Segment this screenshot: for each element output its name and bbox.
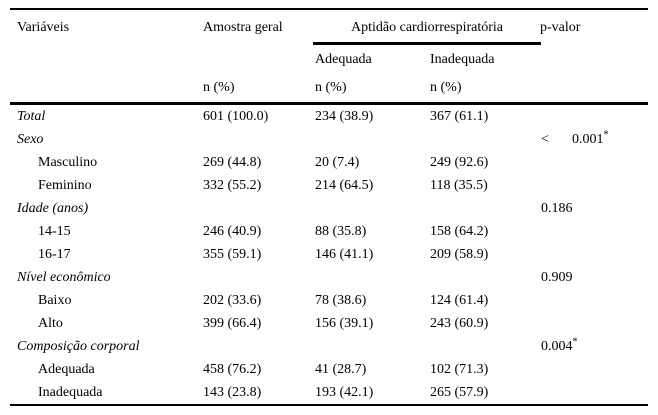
amostra-geral-value: 202 (33.6) bbox=[203, 293, 262, 308]
amostra-geral-value bbox=[203, 335, 315, 358]
row-label: Feminino bbox=[38, 178, 92, 193]
inadequada-value: 243 (60.9) bbox=[430, 316, 489, 331]
p-value-less-than: < bbox=[541, 132, 549, 147]
table-row: Baixo 202 (33.6) 78 (38.6) 124 (61.4) bbox=[10, 289, 648, 312]
row-label: 14-15 bbox=[38, 224, 71, 239]
subheader-n-pct-amostra: n (%) bbox=[203, 80, 235, 95]
row-label: Adequada bbox=[38, 362, 95, 377]
column-header-p-valor: p-valor bbox=[540, 20, 581, 35]
adequada-value: 214 (64.5) bbox=[315, 178, 374, 193]
p-value bbox=[538, 105, 648, 128]
aptidao-group-underline bbox=[313, 42, 541, 45]
table-row: Alto 399 (66.4) 156 (39.1) 243 (60.9) bbox=[10, 312, 648, 335]
adequada-value bbox=[315, 197, 430, 220]
adequada-value: 156 (39.1) bbox=[315, 316, 374, 331]
p-value bbox=[538, 312, 648, 335]
row-label: Composição corporal bbox=[17, 339, 140, 354]
column-header-variables: Variáveis bbox=[17, 20, 70, 35]
subheader-n-pct-inadequada: n (%) bbox=[430, 80, 462, 95]
p-value bbox=[538, 174, 648, 197]
p-value bbox=[538, 381, 648, 404]
table-row: Masculino 269 (44.8) 20 (7.4) 249 (92.6) bbox=[10, 151, 648, 174]
p-value bbox=[538, 151, 648, 174]
row-label: 16-17 bbox=[38, 247, 71, 262]
column-header-inadequada: Inadequada bbox=[430, 52, 495, 67]
table-row: Inadequada 143 (23.8) 193 (42.1) 265 (57.9) bbox=[10, 381, 648, 404]
adequada-value: 20 (7.4) bbox=[315, 155, 360, 170]
table-row: Sexo <0.001* bbox=[10, 128, 648, 151]
amostra-geral-value: 355 (59.1) bbox=[203, 247, 262, 262]
amostra-geral-value: 143 (23.8) bbox=[203, 385, 262, 400]
amostra-geral-value bbox=[203, 266, 315, 289]
table-row: Total 601 (100.0) 234 (38.9) 367 (61.1) bbox=[10, 105, 648, 128]
row-label: Inadequada bbox=[38, 385, 103, 400]
adequada-value: 234 (38.9) bbox=[315, 109, 374, 124]
adequada-value bbox=[315, 266, 430, 289]
p-value: 0.004* bbox=[541, 336, 578, 354]
table-row: Adequada 458 (76.2) 41 (28.7) 102 (71.3) bbox=[10, 358, 648, 381]
amostra-geral-value bbox=[203, 197, 315, 220]
amostra-geral-value: 269 (44.8) bbox=[203, 155, 262, 170]
row-label: Masculino bbox=[38, 155, 98, 170]
p-value: 0.909 bbox=[541, 270, 573, 285]
adequada-value bbox=[315, 128, 430, 151]
significance-asterisk: * bbox=[572, 336, 578, 348]
statistics-table: Variáveis Amostra geral Aptidão cardiorr… bbox=[10, 8, 648, 406]
inadequada-value bbox=[430, 197, 538, 220]
adequada-value: 78 (38.6) bbox=[315, 293, 367, 308]
inadequada-value: 118 (35.5) bbox=[430, 178, 488, 193]
p-value bbox=[538, 243, 648, 266]
amostra-geral-value: 399 (66.4) bbox=[203, 316, 262, 331]
inadequada-value: 209 (58.9) bbox=[430, 247, 489, 262]
row-label: Baixo bbox=[38, 293, 72, 308]
inadequada-value bbox=[430, 128, 538, 151]
inadequada-value: 367 (61.1) bbox=[430, 109, 489, 124]
inadequada-value: 265 (57.9) bbox=[430, 385, 489, 400]
adequada-value: 41 (28.7) bbox=[315, 362, 367, 377]
column-header-aptidao-group: Aptidão cardiorrespiratória bbox=[351, 20, 503, 35]
inadequada-value: 158 (64.2) bbox=[430, 224, 489, 239]
adequada-value: 193 (42.1) bbox=[315, 385, 374, 400]
row-label: Nível econômico bbox=[17, 270, 111, 285]
amostra-geral-value: 246 (40.9) bbox=[203, 224, 262, 239]
column-header-adequada: Adequada bbox=[315, 52, 372, 67]
inadequada-value: 124 (61.4) bbox=[430, 293, 489, 308]
table-body: Total 601 (100.0) 234 (38.9) 367 (61.1) Sexo… bbox=[10, 105, 648, 406]
adequada-value bbox=[315, 335, 430, 358]
inadequada-value: 249 (92.6) bbox=[430, 155, 489, 170]
adequada-value: 88 (35.8) bbox=[315, 224, 367, 239]
table-row: Idade (anos) 0.186 bbox=[10, 197, 648, 220]
p-value: <0.001* bbox=[538, 128, 648, 151]
row-label: Alto bbox=[38, 316, 63, 331]
row-label: Sexo bbox=[17, 132, 44, 147]
amostra-geral-value: 601 (100.0) bbox=[203, 109, 269, 124]
significance-asterisk: * bbox=[603, 129, 609, 141]
row-label: Total bbox=[17, 109, 46, 124]
table-row: Composição corporal 0.004* bbox=[10, 335, 648, 358]
p-value bbox=[538, 220, 648, 243]
inadequada-value: 102 (71.3) bbox=[430, 362, 489, 377]
p-value bbox=[538, 289, 648, 312]
table-row: Nível econômico 0.909 bbox=[10, 266, 648, 289]
table-row: Feminino 332 (55.2) 214 (64.5) 118 (35.5) bbox=[10, 174, 648, 197]
amostra-geral-value: 458 (76.2) bbox=[203, 362, 262, 377]
inadequada-value bbox=[430, 335, 538, 358]
subheader-n-pct-adequada: n (%) bbox=[315, 80, 347, 95]
p-value: 0.186 bbox=[541, 201, 573, 216]
adequada-value: 146 (41.1) bbox=[315, 247, 374, 262]
p-value bbox=[538, 358, 648, 381]
column-header-amostra-geral: Amostra geral bbox=[203, 20, 283, 35]
row-label: Idade (anos) bbox=[17, 201, 89, 216]
amostra-geral-value: 332 (55.2) bbox=[203, 178, 262, 193]
amostra-geral-value bbox=[203, 128, 315, 151]
table-header: Variáveis Amostra geral Aptidão cardiorr… bbox=[10, 8, 648, 105]
table-row: 16-17 355 (59.1) 146 (41.1) 209 (58.9) bbox=[10, 243, 648, 266]
inadequada-value bbox=[430, 266, 538, 289]
table-row: 14-15 246 (40.9) 88 (35.8) 158 (64.2) bbox=[10, 220, 648, 243]
